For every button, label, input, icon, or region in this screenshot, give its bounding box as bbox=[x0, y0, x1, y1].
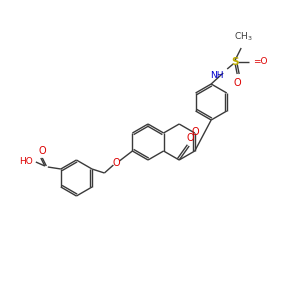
Text: HO: HO bbox=[19, 158, 33, 166]
Text: O: O bbox=[186, 133, 194, 143]
Text: =O: =O bbox=[253, 56, 268, 65]
Text: CH$_3$: CH$_3$ bbox=[234, 31, 253, 43]
Text: S: S bbox=[231, 57, 239, 67]
Text: O: O bbox=[38, 146, 46, 156]
Text: O: O bbox=[112, 158, 120, 168]
Text: O: O bbox=[233, 78, 241, 88]
Text: O: O bbox=[192, 127, 200, 137]
Text: NH: NH bbox=[210, 70, 224, 80]
